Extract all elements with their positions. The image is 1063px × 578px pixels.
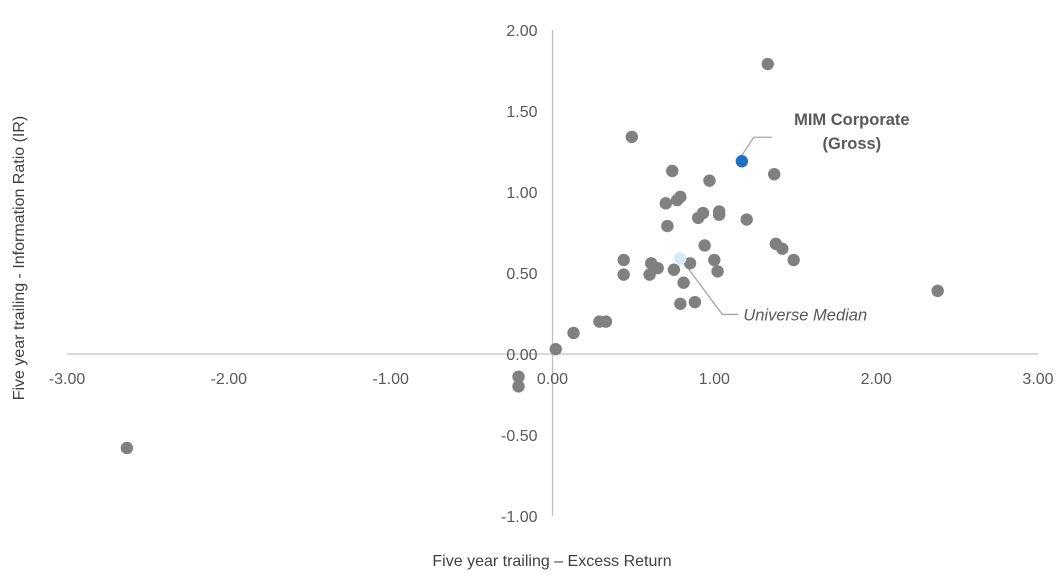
universe-point [696, 206, 710, 220]
universe-point [659, 197, 672, 210]
y-tick-label: 0.00 [506, 347, 537, 364]
x-tick-label: 1.00 [699, 371, 730, 388]
universe-point [740, 213, 753, 226]
x-tick-label: -2.00 [211, 371, 248, 388]
universe-point [688, 295, 702, 309]
y-tick-label: 1.00 [506, 185, 537, 202]
universe-point [120, 441, 134, 455]
universe-point [651, 261, 664, 275]
universe-point [625, 130, 638, 144]
universe-median-label: Universe Median [743, 306, 867, 324]
universe-point [674, 297, 687, 310]
universe-median-leader [683, 263, 739, 316]
universe-point [712, 205, 726, 218]
annotations: MIM Corporate (Gross) Universe Median [743, 111, 909, 324]
mim-corporate-label: MIM Corporate [794, 111, 910, 129]
universe-point [661, 219, 674, 233]
mim-corporate-leader [741, 136, 772, 156]
y-tick-label: -1.00 [501, 509, 538, 526]
y-tick-label: 2.00 [506, 23, 537, 40]
universe-point [761, 57, 774, 71]
x-tick-label: 0.00 [537, 371, 568, 388]
universe-point [512, 380, 525, 393]
y-tick-label: 0.50 [506, 266, 537, 283]
universe-point [599, 315, 613, 328]
universe-point [617, 268, 630, 281]
x-tick-label: -3.00 [49, 371, 86, 388]
universe-point [666, 164, 679, 178]
universe-point [703, 174, 716, 187]
axes [67, 30, 1038, 516]
universe-point [674, 190, 687, 204]
tick-labels: -3.00 -2.00 -1.00 0.00 1.00 2.00 3.00 -1.00 -0.5… [49, 23, 1054, 526]
universe-point [711, 265, 724, 278]
universe-point [677, 276, 690, 289]
x-axis-title: Five year trailing – Excess Return [432, 553, 671, 570]
universe-point [567, 326, 580, 340]
mim-corporate-label: (Gross) [823, 135, 882, 153]
universe-point [698, 239, 711, 252]
universe-point [667, 263, 681, 276]
universe-point [708, 253, 721, 267]
data-points [120, 57, 944, 455]
universe-point [776, 242, 789, 255]
universe-point [768, 167, 781, 181]
annotation-leaders [683, 136, 772, 316]
y-tick-label: 1.50 [506, 104, 537, 121]
x-tick-label: 2.00 [861, 371, 892, 388]
y-axis-title: Five year trailing - Information Ratio (… [11, 116, 28, 401]
universe-median-point [674, 252, 687, 265]
y-tick-label: -0.50 [501, 428, 538, 445]
universe-point [931, 284, 944, 298]
universe-point [549, 342, 562, 356]
x-tick-label: -1.00 [372, 371, 409, 388]
universe-point [787, 253, 800, 267]
mim-corporate-point [735, 155, 749, 168]
x-tick-label: 3.00 [1022, 371, 1053, 388]
universe-point [617, 253, 630, 267]
universe-point [512, 370, 525, 383]
universe-point [683, 257, 697, 270]
